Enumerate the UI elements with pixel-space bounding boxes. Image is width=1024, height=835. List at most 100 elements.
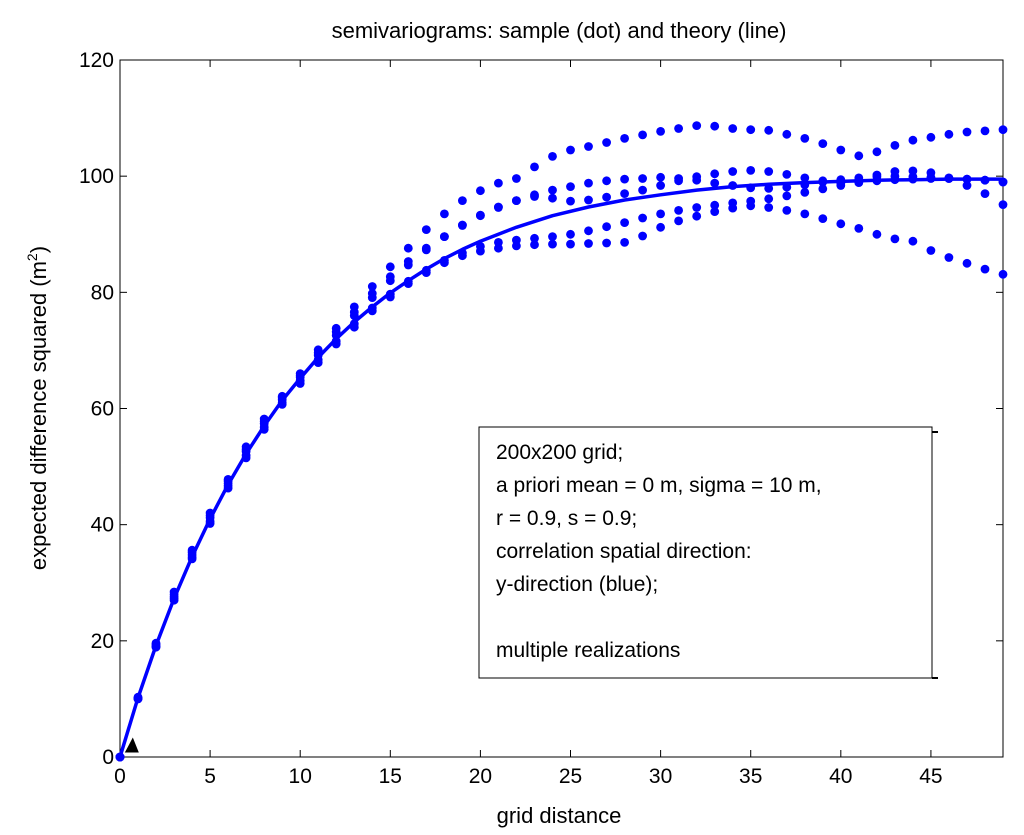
sample-point-r1 [854,151,864,161]
y-tick-label: 100 [79,165,114,188]
annotation-line-1: 200x200 grid; [496,441,623,464]
sample-point-r4 [494,203,503,212]
sample-point-r2 [800,173,810,183]
y-tick-label: 40 [91,514,114,537]
sample-point-r2 [980,189,990,199]
sample-point-r4 [638,174,647,183]
sample-point-r4 [602,176,611,186]
sample-point-r3 [980,264,990,274]
sample-point-r4 [548,185,557,195]
x-tick-label: 0 [114,765,126,788]
sample-point-r2 [962,181,972,190]
sample-point-r1 [674,124,683,133]
sample-point-r5 [782,191,792,201]
sample-point-r5 [530,233,539,243]
sample-point-r2 [602,192,611,202]
sample-point-r2 [710,169,720,179]
sample-point-r4 [764,184,774,193]
sample-point-r1 [800,134,810,143]
sample-point-r3 [548,239,557,249]
sample-point-r1 [421,225,431,235]
y-axis-label-close: ) [26,246,51,253]
sample-point-r5 [764,194,774,204]
sample-point-r3 [782,206,792,215]
sample-point-r1 [746,125,756,135]
sample-point-r3 [872,229,882,239]
sample-point-r5 [494,238,503,247]
sample-point-r3 [638,231,647,241]
sample-point-r5 [620,218,629,228]
sample-point-r5 [818,184,828,194]
sample-point-r3 [602,238,611,248]
sample-point-r1 [403,243,413,253]
sample-point-r1 [638,130,647,140]
sample-point-r2 [728,167,738,176]
y-tick-label: 120 [79,49,114,72]
y-axis-ticks: 0 20 40 60 80 100 120 [79,49,1003,769]
x-tick-label: 40 [829,765,852,788]
sample-point-r3 [764,203,774,212]
sample-point-r4 [331,327,341,337]
sample-point-r5 [836,181,846,190]
sample-point-r5 [584,226,593,236]
sample-point-r1 [566,145,575,155]
sample-point-r3 [674,216,683,226]
sample-point-r3 [926,246,936,255]
sample-point-r4 [692,175,702,185]
sample-point-r5 [566,229,575,239]
sample-point-r1 [710,121,720,131]
annotation-line-2: a priori mean = 0 m, sigma = 10 m, [496,474,822,497]
x-axis-label: grid distance [497,803,622,828]
y-axis-label-superscript: 2 [24,253,40,261]
sample-point-r1 [692,121,702,130]
sample-point-r2 [782,170,792,179]
sample-point-r3 [692,211,702,221]
sample-point-r1 [530,162,539,172]
sample-point-r3 [620,238,629,247]
origin-triangle-marker [124,737,139,753]
theory-line [118,177,1003,758]
sample-point-r2 [584,195,593,205]
sample-point-r2 [566,196,575,206]
sample-point-r1 [440,209,449,219]
sample-point-r3 [998,269,1008,279]
sample-point-r2 [656,181,665,190]
sample-point-r2 [620,189,629,199]
sample-point-r1 [584,142,593,151]
sample-point-r4 [403,257,413,266]
y-tick-label: 60 [91,398,114,421]
sample-point-r3 [584,239,593,248]
sample-point-r3 [890,234,900,244]
sample-point-r4 [476,211,485,221]
sample-point-r2 [998,200,1008,210]
sample-point-r1 [818,139,828,149]
annotation-line-4: correlation spatial direction: [496,540,752,563]
sample-point-r5 [638,213,647,223]
sample-point-r1 [764,125,774,135]
sample-point-r2 [548,193,557,203]
sample-point-r1 [944,129,954,139]
x-tick-label: 15 [379,765,402,788]
sample-point-r5 [548,232,557,242]
annotation-line-5: y-direction (blue); [496,573,658,596]
x-tick-label: 25 [559,765,582,788]
sample-point-r1 [458,196,467,206]
sample-point-r3 [566,239,575,249]
sample-point-r4 [385,272,395,282]
sample-point-r2 [764,167,774,176]
sample-point-r5 [602,222,611,232]
sample-point-r3 [908,236,918,246]
x-tick-label: 45 [919,765,942,788]
sample-point-r1 [548,152,557,161]
sample-point-r1 [980,126,990,136]
y-axis-label: expected difference squared (m2) [24,246,51,570]
sample-point-r3 [962,258,972,268]
sample-point-r1 [494,178,503,188]
sample-point-r1 [836,145,846,155]
sample-point-r1 [656,126,665,136]
sample-point-r5 [476,242,485,251]
sample-point-r5 [674,206,683,215]
sample-point-r3 [656,222,665,232]
sample-point-r2 [746,166,756,175]
